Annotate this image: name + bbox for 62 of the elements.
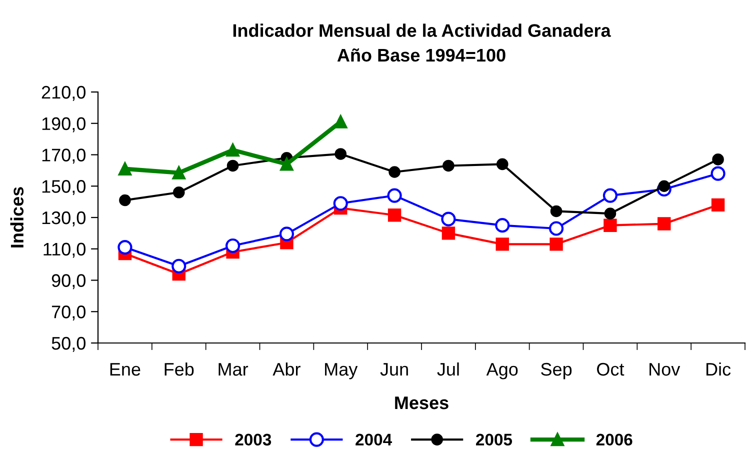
x-tick-label: Nov [650,363,680,376]
point [550,238,563,251]
y-tick-label: 190,0 [42,117,86,132]
point [548,221,564,236]
y-axis-title: Indices [10,187,24,248]
point [658,180,670,192]
point [496,158,508,170]
point [226,160,239,172]
point [442,226,456,240]
legend-label: 2003 [235,434,272,446]
point [604,208,616,220]
point [711,198,725,212]
x-tick-label: Jun [380,363,408,376]
point [226,143,240,157]
x-tick-label: Abr [272,362,300,376]
y-tick-label: 110,0 [44,242,86,258]
point [550,205,562,218]
point [172,186,185,198]
point [118,240,132,255]
legend-label: 2005 [476,434,512,446]
chart-title: Indicador Mensual de la Actividad Ganadera Año Base 1994=100 [233,24,611,62]
point [334,148,347,160]
point [658,217,671,230]
point [442,160,454,172]
point [712,154,724,166]
point [602,188,618,203]
x-tick-label: Ene [110,363,140,376]
point [441,212,456,226]
x-tick-label: Sep [541,362,572,380]
x-axis-title: Meses [395,396,448,410]
point [279,226,294,242]
x-tick-label: Oct [597,362,624,376]
point [225,238,240,254]
x-tick-label: Dic [706,362,731,376]
point [388,208,402,222]
point [172,166,186,180]
point [495,218,510,233]
x-tick-label: Jul [437,362,459,376]
point [280,158,294,171]
point [119,194,131,206]
legend-label: 2004 [356,434,392,446]
point [334,115,348,128]
point [172,258,186,274]
x-tick-label: May [325,363,358,380]
point [388,166,400,178]
y-tick-label: 170,0 [42,148,86,164]
y-tick-label: 150,0 [42,180,86,195]
x-tick-label: Ago [486,363,518,380]
point [710,166,726,181]
y-tick-label: 130,0 [42,211,86,226]
point [118,162,132,176]
point [496,238,509,251]
point [387,188,402,203]
y-tick-label: 90,0 [52,274,86,290]
y-tick-label: 70,0 [52,306,86,320]
legend-label: 2006 [596,434,632,446]
y-tick-label: 210,0 [42,86,86,101]
x-tick-label: Mar [218,363,248,376]
point [333,196,348,211]
x-tick-label: Feb [164,362,194,376]
point [604,218,617,232]
y-tick-label: 50,0 [52,336,86,352]
